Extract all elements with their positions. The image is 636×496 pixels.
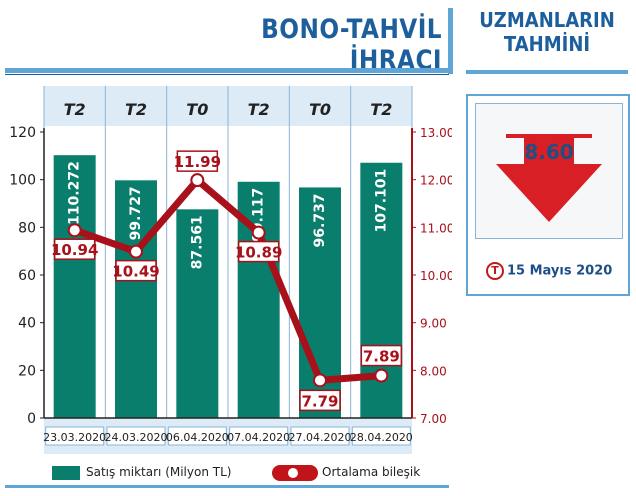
date-label: 27.04.2020 <box>289 431 352 444</box>
down-arrow-icon <box>496 136 602 222</box>
left-tick-label: 40 <box>18 316 36 332</box>
left-tick-label: 100 <box>9 173 36 189</box>
bar <box>53 155 96 419</box>
title-rule-thin <box>5 74 449 75</box>
date-label-box <box>106 426 166 446</box>
legend-line-label: Ortalama bileşik <box>322 465 421 479</box>
expectation-title-line1: UZMANLARIN <box>479 8 615 32</box>
group-label: T2 <box>248 100 270 119</box>
avg-rate-point <box>190 173 205 188</box>
left-tick-label: 20 <box>18 363 36 379</box>
group-label: T2 <box>64 100 86 119</box>
right-tick-label: 9.00 <box>420 317 447 331</box>
expectation-arrow-graphic: 8.60 <box>496 134 602 222</box>
date-label: 24.03.2020 <box>105 431 168 444</box>
bar-value-label: 96.737 <box>312 193 328 247</box>
bar-value-label: 110.272 <box>67 161 83 225</box>
date-label: 07.04.2020 <box>227 431 290 444</box>
expectation-title-line2: TAHMİNİ <box>503 32 591 56</box>
chart-title: BONO-TAHVİL İHRACI <box>261 14 442 76</box>
date-label-box <box>351 426 411 446</box>
expectation-title: UZMANLARIN TAHMİNİ <box>474 8 620 56</box>
date-label-box <box>229 426 289 446</box>
left-tick-label: 80 <box>18 220 36 236</box>
legend-rule <box>5 485 449 488</box>
group-label: T0 <box>186 100 208 119</box>
line-value-box <box>115 259 157 282</box>
line-value-label: 7.79 <box>301 392 338 410</box>
date-label-box <box>290 426 350 446</box>
left-tick-label: 120 <box>9 125 36 141</box>
right-tick-label: 7.00 <box>420 412 447 426</box>
expectation-date: 15 Mayıs 2020 <box>507 263 613 279</box>
line-value-box <box>237 240 280 263</box>
title-rule <box>5 68 449 73</box>
date-label-box <box>45 426 105 446</box>
expectation-panel: 8.60 T 15 Mayıs 2020 <box>466 94 630 296</box>
line-value-label: 11.99 <box>174 153 221 171</box>
left-tick-label: 0 <box>27 411 36 427</box>
avg-rate-point <box>374 368 389 383</box>
group-label: T2 <box>125 100 147 119</box>
avg-rate-point <box>313 373 327 388</box>
expectation-date-row: T 15 Mayıs 2020 <box>486 262 616 284</box>
left-tick-label: 60 <box>18 268 36 284</box>
avg-rate-point <box>251 225 266 240</box>
arrow-top-bar <box>506 134 592 138</box>
legend-line-swatch <box>272 465 318 481</box>
expectation-rule <box>466 70 628 74</box>
line-value-label: 10.94 <box>51 241 98 259</box>
bar-value-label: 87.561 <box>189 215 205 269</box>
right-tick-label: 12.00 <box>420 174 452 188</box>
expectation-inner: 8.60 <box>475 103 623 239</box>
legend-bars-swatch <box>52 466 80 480</box>
right-tick-label: 8.00 <box>420 364 447 378</box>
date-label: 28.04.2020 <box>350 431 413 444</box>
right-tick-label: 13.00 <box>420 126 452 140</box>
right-tick-label: 11.00 <box>420 221 452 235</box>
avg-rate-point <box>67 223 82 238</box>
t-circle-icon: T <box>486 262 504 280</box>
date-label: 23.03.2020 <box>43 431 106 444</box>
group-label: T0 <box>309 100 331 119</box>
expectation-value: 8.60 <box>524 140 573 164</box>
legend-bars-label: Satış miktarı (Milyon TL) <box>86 465 232 479</box>
date-label: 06.04.2020 <box>166 431 229 444</box>
date-label-box <box>167 426 227 446</box>
avg-rate-point <box>129 244 143 259</box>
avg-rate-line <box>71 176 385 384</box>
bar <box>115 180 157 418</box>
line-value-label: 10.49 <box>112 263 159 281</box>
line-value-box <box>299 389 341 412</box>
line-value-box <box>53 238 96 260</box>
line-value-label: 7.89 <box>363 348 400 366</box>
legend-line-dot <box>288 468 298 478</box>
divider-vertical <box>448 8 453 74</box>
line-value-box <box>360 344 403 367</box>
right-tick-label: 10.00 <box>420 269 452 283</box>
group-label: T2 <box>370 100 392 119</box>
line-value-box <box>176 150 219 172</box>
bar-value-label: 99.727 <box>128 186 144 240</box>
date-band <box>44 418 412 454</box>
line-value-label: 10.89 <box>235 244 282 262</box>
bar <box>176 209 219 418</box>
bar-value-label: 107.101 <box>373 169 389 233</box>
